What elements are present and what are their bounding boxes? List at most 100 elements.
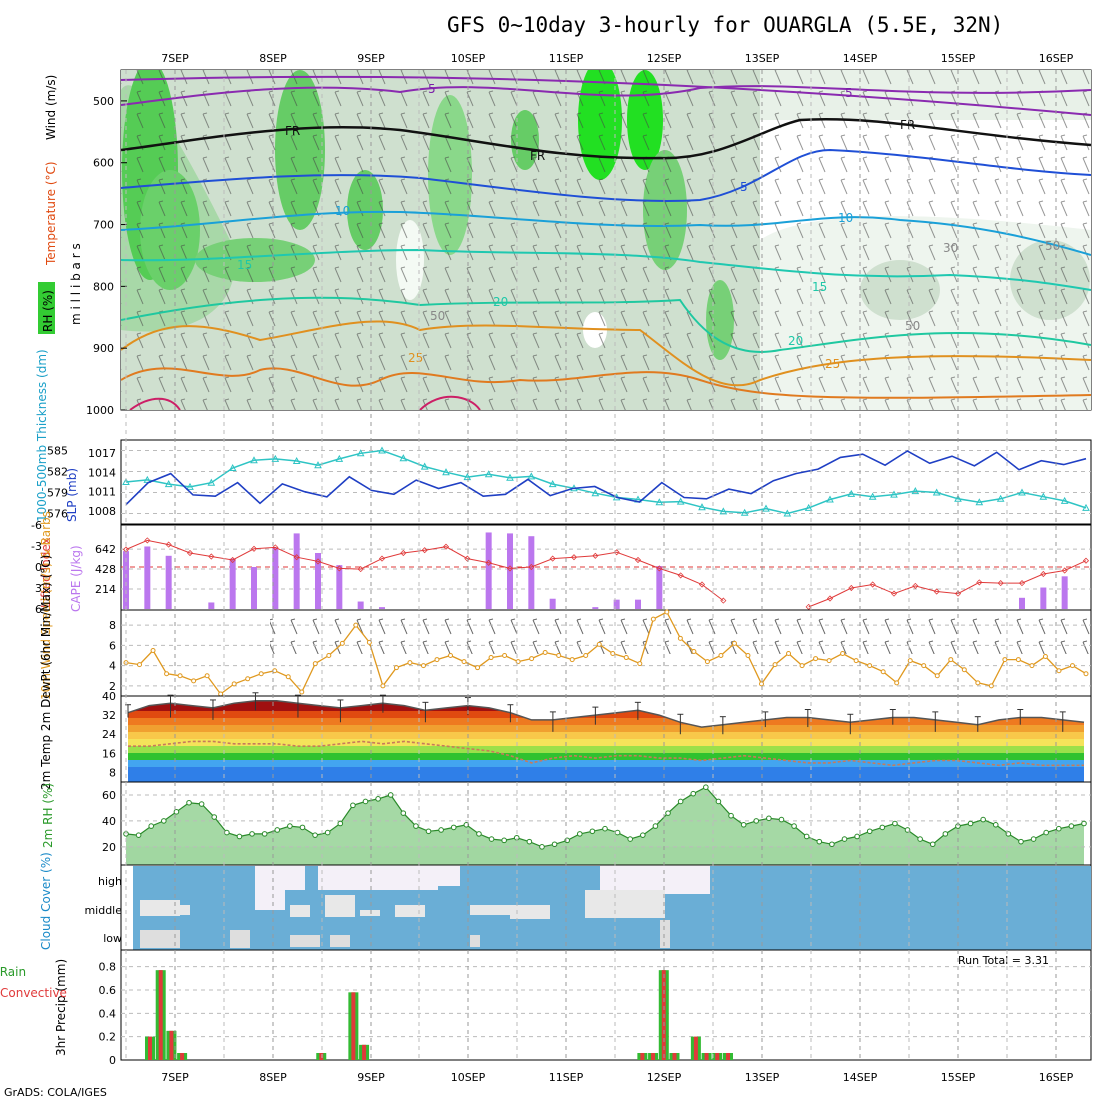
li-point-24 (634, 556, 642, 564)
wind-point-42 (691, 648, 697, 654)
rh-point-5 (186, 799, 192, 806)
rh-point-55 (816, 838, 823, 845)
wind-point-56 (880, 669, 886, 675)
dewpoint-line (128, 740, 1084, 767)
cloud-block-6 (180, 905, 190, 915)
thickness-point-29 (740, 508, 749, 516)
date-bottom-8SEP: 8SEP (259, 1071, 287, 1084)
li-point-3 (186, 549, 194, 557)
top-date-axis: 7SEP 8SEP 9SEP 10SEP 11SEP 12SEP 13SEP 14SEP 15S… (161, 52, 1073, 65)
rh-shading (121, 70, 1091, 410)
thickness-point-3 (186, 482, 194, 490)
thickness-line (125, 449, 1087, 515)
rh-point-74 (1055, 825, 1062, 832)
date-bottom-13SEP: 13SEP (745, 1071, 780, 1084)
wind-point-20 (393, 665, 399, 671)
rh-point-37 (589, 828, 596, 835)
isotherm-10 (121, 148, 1091, 202)
precip-conv-bar-49 (672, 1053, 677, 1060)
li-point-6 (250, 545, 258, 552)
thickness-point-25 (655, 498, 664, 506)
precip-conv-bar-47 (651, 1053, 656, 1060)
wind-tick-8: 8 (109, 619, 116, 632)
precip-conv-bar-1 (158, 970, 163, 1060)
rh-tick-40: 40 (102, 815, 116, 828)
cape-li-panel: -6 -3 0 3 6 214 428 642 (31, 519, 1092, 616)
wind-point-1 (137, 662, 143, 668)
cloud-block-12 (510, 905, 550, 919)
wind-point-36 (610, 651, 616, 657)
wind-point-14 (312, 661, 318, 667)
li-point-12 (378, 555, 386, 562)
rh-label-50b: 50 (905, 319, 920, 333)
wind-point-48 (772, 662, 778, 668)
thickness-point-20 (548, 480, 557, 488)
thickness-point-39 (954, 494, 962, 502)
side-labels: Wind (m/s) Temperature (°C) RH (%) m i l… (0, 75, 83, 1056)
rh-point-15 (312, 832, 318, 838)
date-bottom-12SEP: 12SEP (647, 1071, 682, 1084)
cloud-level-high: high (98, 875, 122, 888)
rh-point-53 (791, 823, 797, 829)
date-top-10SEP: 10SEP (451, 52, 486, 65)
rh-point-17 (337, 820, 344, 827)
isotherm-25 (121, 320, 1091, 387)
li-point-23 (613, 549, 620, 556)
precip-conv-bar-19 (351, 992, 356, 1060)
thickness-point-16 (463, 473, 472, 481)
cloud-block-3 (600, 866, 710, 894)
cloud-level-middle: middle (84, 904, 122, 917)
li-point-20 (549, 555, 556, 562)
rh-point-21 (387, 792, 394, 798)
date-top-11SEP: 11SEP (549, 52, 584, 65)
li-point-2 (165, 541, 172, 548)
cross-section-panel: 5 5 5 10 10 15 15 20 20 25 25 FR FR FR 50 50 30 50 500 600… (86, 69, 1092, 417)
wind-series: 2 4 6 8 (109, 609, 1091, 697)
slp-tick-1011: 1011 (88, 486, 116, 499)
cape-bar-10 (336, 565, 343, 609)
cape-bar-6 (251, 567, 257, 609)
wind-point-8 (231, 681, 237, 687)
rh-point-36 (576, 831, 583, 837)
wind-point-66 (1015, 657, 1021, 663)
li-point-32 (869, 581, 876, 588)
precip-tick-2: 0.4 (99, 1007, 117, 1020)
li-point-14 (421, 547, 428, 554)
li-point-4 (208, 553, 215, 560)
wind-point-10 (258, 671, 264, 677)
rh-point-34 (551, 841, 558, 848)
cape-bar-2 (165, 555, 172, 609)
wind-point-30 (529, 656, 535, 662)
date-bottom-10SEP: 10SEP (451, 1071, 486, 1084)
rh-point-63 (917, 836, 923, 842)
rh-area (126, 787, 1084, 865)
li-point-8 (293, 554, 300, 561)
pressure-tick-700: 700 (93, 219, 114, 232)
thickness-point-28 (719, 507, 728, 515)
rh-point-4 (173, 809, 180, 815)
rh-point-43 (665, 810, 671, 816)
wind-point-60 (934, 673, 940, 679)
thickness-point-0 (122, 477, 130, 485)
thickness-point-14 (420, 462, 429, 470)
wind-point-68 (1042, 654, 1048, 660)
pressure-tick-500: 500 (93, 95, 114, 108)
day-gridlines (125, 70, 1057, 1060)
wind-point-39 (650, 616, 656, 622)
label-precip: 3hr Precip (mm) (54, 959, 68, 1056)
thickness-tick-585: 585 (47, 445, 68, 458)
wind-point-13 (299, 689, 305, 695)
li-point-18 (506, 565, 514, 572)
li-point-41 (1061, 567, 1068, 574)
thickness-point-32 (804, 503, 813, 511)
li-point-27 (698, 581, 706, 588)
isotherm-labels: 5 5 5 10 10 15 15 20 20 25 25 FR FR FR 50 50 30 50 (237, 82, 1060, 371)
wind-point-4 (177, 673, 183, 679)
rh-point-50 (753, 818, 760, 824)
cape-li-series: -6 -3 0 3 6 214 428 642 (31, 519, 1091, 616)
wind-point-17 (353, 622, 359, 628)
date-bottom-9SEP: 9SEP (357, 1071, 385, 1084)
cape-bar-23 (613, 599, 620, 609)
precip-conv-bar-2 (169, 1030, 174, 1060)
cape-bar-4 (208, 602, 215, 609)
